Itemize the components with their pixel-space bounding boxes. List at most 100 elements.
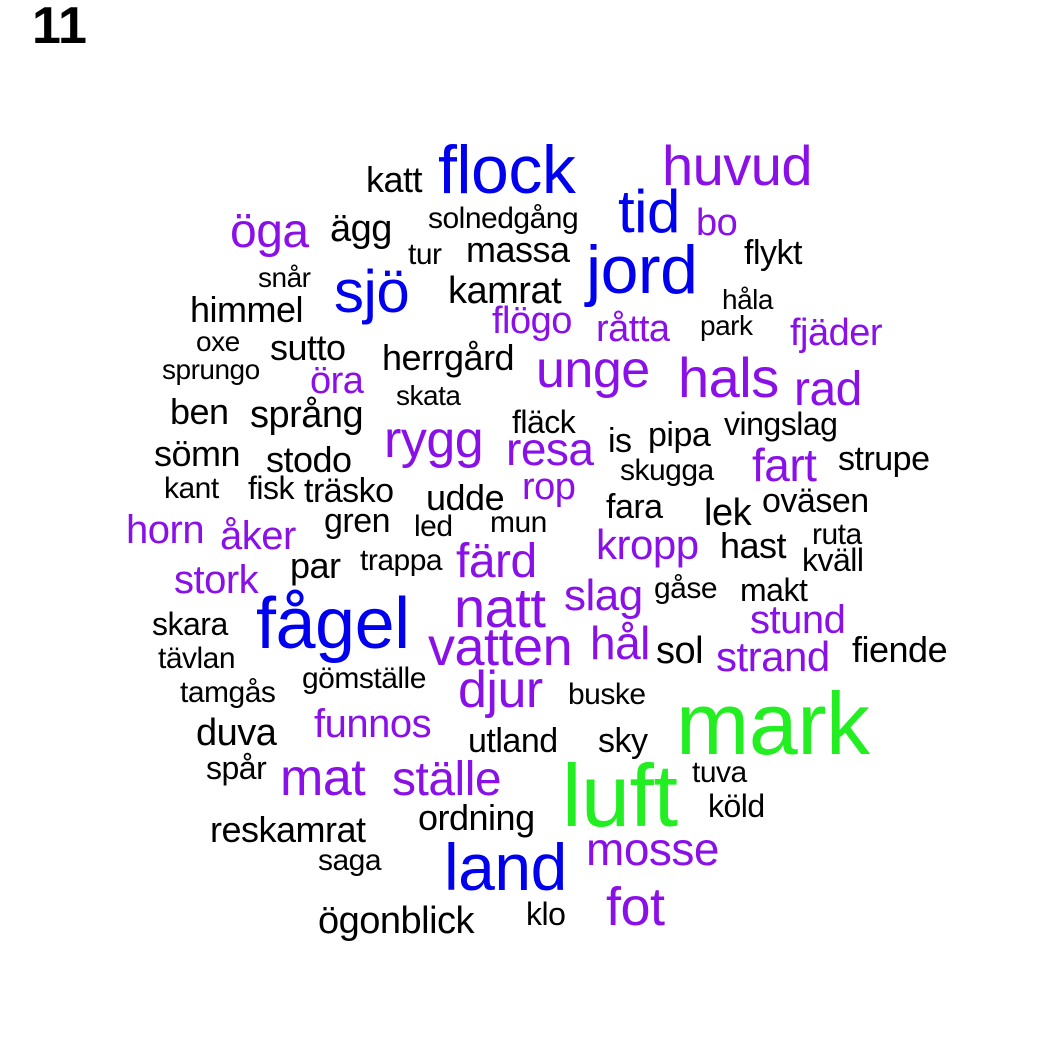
word-oxe: oxe [196, 326, 240, 357]
word-skara: skara [152, 606, 228, 642]
word-tid: tid [618, 178, 680, 245]
word-kold: köld [708, 788, 765, 824]
word-stodo: stodo [266, 439, 352, 480]
word-fara: fara [606, 488, 663, 526]
word-ora: öra [310, 360, 364, 402]
word-ovasen: oväsen [762, 482, 869, 520]
word-bo: bo [696, 202, 738, 244]
word-flogo: flögo [492, 300, 572, 342]
word-ben: ben [170, 391, 229, 432]
word-makt: makt [740, 572, 808, 608]
word-oga: öga [230, 205, 309, 258]
word-sprungo: sprungo [162, 354, 260, 385]
word-tamgas: tamgås [180, 676, 276, 709]
word-rygg: rygg [384, 411, 484, 469]
word-hast: hast [720, 525, 787, 566]
word-somn: sömn [154, 433, 241, 474]
word-aker: åker [220, 514, 296, 558]
word-flack: fläck [512, 404, 576, 440]
word-fart: fart [752, 439, 817, 491]
word-stalle: ställe [392, 753, 502, 806]
word-fard: färd [456, 535, 537, 588]
word-klo: klo [526, 896, 566, 932]
word-land: land [444, 830, 567, 904]
word-trasko: träsko [304, 472, 394, 510]
word-gomstalle: gömställe [302, 662, 426, 695]
word-rad: rad [794, 363, 862, 416]
word-pipa: pipa [648, 416, 711, 454]
word-kant: kant [164, 472, 219, 505]
word-agg: ägg [330, 208, 392, 250]
word-tuva: tuva [692, 756, 747, 789]
word-is: is [608, 422, 632, 460]
word-ruta: ruta [812, 518, 862, 551]
word-vingslag: vingslag [724, 406, 838, 442]
word-fiende: fiende [852, 629, 948, 670]
word-par: par [290, 545, 341, 586]
word-ogonblick: ögonblick [318, 900, 475, 942]
word-massa: massa [466, 229, 570, 270]
word-strupe: strupe [838, 440, 930, 478]
word-utland: utland [468, 722, 558, 760]
page-number: 11 [32, 0, 87, 55]
word-spar: spår [206, 750, 267, 786]
word-lek: lek [704, 492, 752, 534]
word-fisk: fisk [248, 470, 295, 506]
word-led: led [414, 510, 453, 543]
word-hala: håla [722, 284, 773, 315]
word-stork: stork [174, 558, 259, 602]
word-flykt: flykt [744, 234, 802, 272]
word-herrgard: herrgård [382, 337, 515, 378]
word-solnedgang: solnedgång [428, 202, 579, 235]
word-fot: fot [606, 877, 665, 937]
word-udde: udde [426, 477, 505, 518]
word-gren: gren [324, 502, 391, 540]
word-flock: flock [438, 132, 576, 208]
word-kamrat: kamrat [448, 270, 562, 312]
word-natt: natt [454, 576, 546, 639]
word-mark: mark [676, 674, 870, 773]
word-sol: sol [656, 630, 704, 672]
word-kropp: kropp [596, 521, 699, 568]
word-duva: duva [196, 712, 277, 754]
word-strand: strand [716, 633, 830, 680]
word-buske: buske [568, 678, 646, 711]
word-kvall: kväll [802, 542, 864, 578]
word-fjader: fjäder [790, 312, 883, 354]
word-sutto: sutto [270, 327, 346, 368]
word-ratta: råtta [596, 308, 670, 350]
word-horn: horn [126, 508, 205, 552]
word-huvud: huvud [662, 134, 813, 197]
word-katt: katt [366, 159, 423, 200]
word-reskamrat: reskamrat [210, 809, 366, 850]
word-jord: jord [586, 232, 698, 308]
word-ordning: ordning [418, 797, 535, 838]
word-fagel: fågel [256, 584, 410, 664]
word-stund: stund [750, 598, 846, 642]
word-skugga: skugga [620, 454, 714, 487]
word-skata: skata [396, 380, 461, 411]
word-gase: gåse [654, 572, 718, 605]
word-hal: hål [590, 617, 650, 669]
word-mosse: mosse [586, 823, 719, 875]
word-slag: slag [564, 571, 643, 620]
word-djur: djur [458, 661, 543, 719]
word-tur: tur [408, 238, 442, 271]
word-himmel: himmel [190, 289, 304, 330]
word-saga: saga [318, 844, 382, 877]
word-tavlan: tävlan [158, 642, 236, 675]
word-resa: resa [506, 423, 594, 475]
word-vatten: vatten [428, 617, 573, 677]
word-luft: luft [562, 746, 678, 845]
word-funnos: funnos [314, 702, 432, 746]
word-mat: mat [280, 749, 366, 807]
word-sjo: sjö [334, 258, 410, 325]
word-unge: unge [536, 341, 650, 399]
word-hals: hals [678, 346, 779, 409]
word-rop: rop [522, 466, 576, 508]
word-trappa: trappa [360, 544, 443, 577]
word-sky: sky [598, 722, 648, 760]
word-park: park [700, 310, 753, 341]
word-mun: mun [490, 506, 547, 539]
